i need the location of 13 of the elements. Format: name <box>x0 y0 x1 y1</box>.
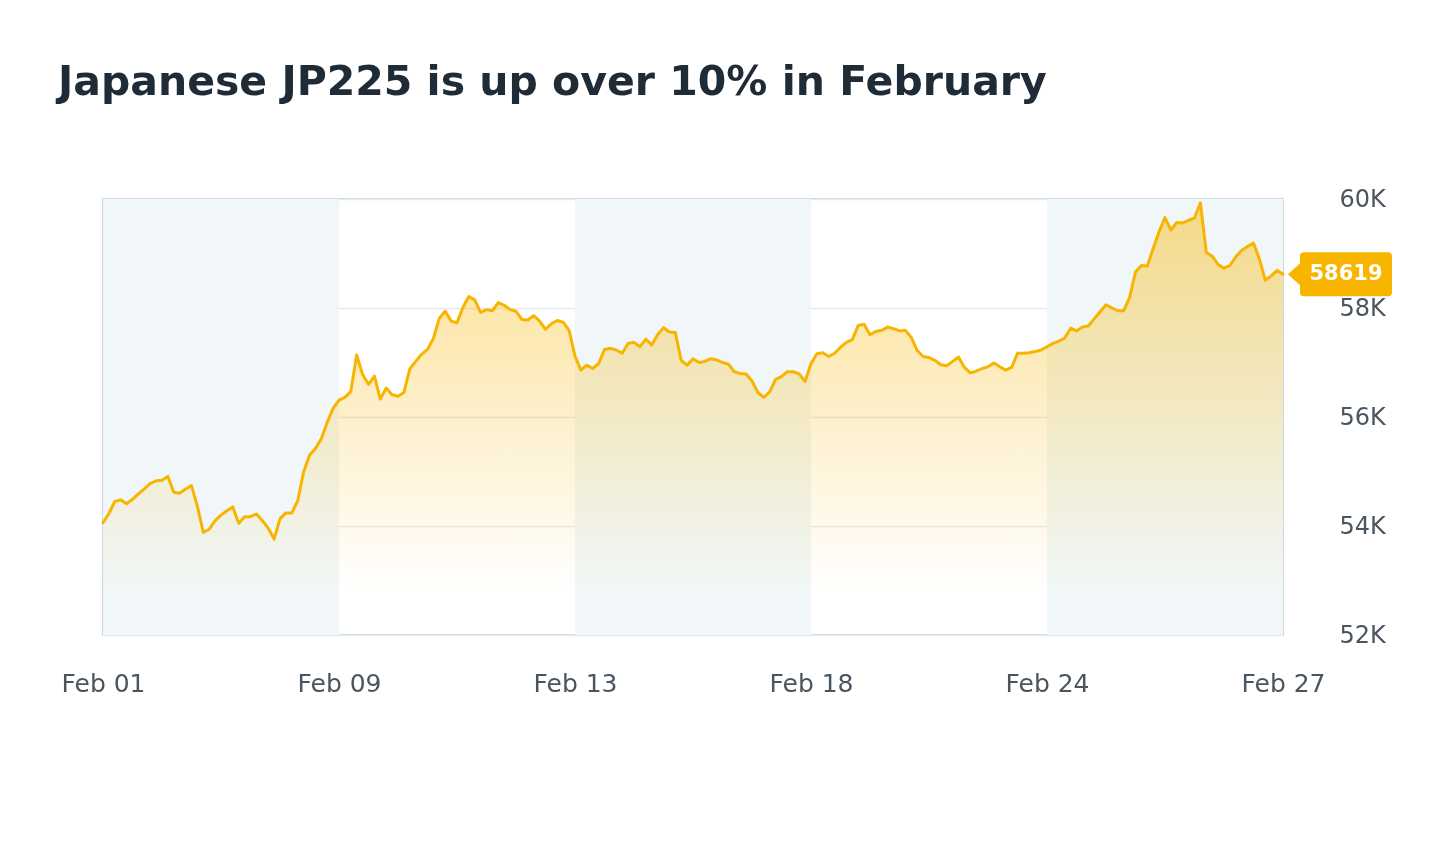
y-tick-label: 58K <box>1339 293 1388 322</box>
x-tick-label: Feb 27 <box>1241 668 1326 698</box>
y-tick-label: 54K <box>1339 511 1388 540</box>
data-label: 58619 <box>1309 261 1383 286</box>
x-tick-label: Feb 18 <box>769 668 854 698</box>
y-tick-label: 56K <box>1339 402 1388 431</box>
y-tick-label: 60K <box>1339 184 1388 213</box>
x-tick-label: Feb 24 <box>1005 668 1090 698</box>
chart-title: Japanese JP225 is up over 10% in February <box>55 57 1047 105</box>
x-tick-label: Feb 09 <box>297 668 382 698</box>
x-tick-label: Feb 13 <box>533 668 618 698</box>
y-tick-label: 52K <box>1339 620 1388 649</box>
x-tick-label: Feb 01 <box>61 668 146 698</box>
